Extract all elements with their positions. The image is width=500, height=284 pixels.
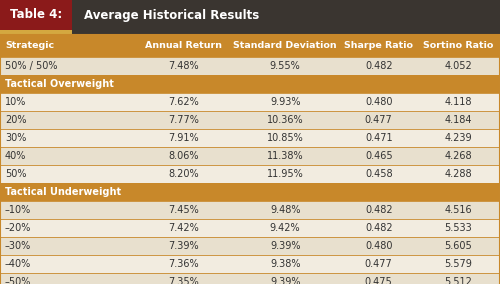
Bar — [0, 147, 500, 165]
Bar — [0, 237, 500, 255]
Text: 0.465: 0.465 — [365, 151, 392, 161]
Text: 0.475: 0.475 — [365, 277, 392, 284]
Text: –50%: –50% — [5, 277, 32, 284]
Text: 5.512: 5.512 — [444, 277, 472, 284]
Bar — [0, 129, 500, 147]
Text: Standard Deviation: Standard Deviation — [234, 41, 337, 51]
Text: 7.77%: 7.77% — [168, 115, 199, 125]
Text: 0.458: 0.458 — [365, 169, 392, 179]
Text: 5.533: 5.533 — [444, 223, 472, 233]
Bar — [0, 255, 500, 273]
Text: 7.45%: 7.45% — [168, 205, 198, 215]
Text: 0.482: 0.482 — [365, 61, 392, 71]
Text: 20%: 20% — [5, 115, 26, 125]
Text: 0.477: 0.477 — [365, 115, 392, 125]
Text: 7.62%: 7.62% — [168, 97, 198, 107]
Text: Tactical Overweight: Tactical Overweight — [5, 79, 114, 89]
Text: –30%: –30% — [5, 241, 31, 251]
Text: –10%: –10% — [5, 205, 31, 215]
Text: 4.052: 4.052 — [444, 61, 472, 71]
Text: 7.42%: 7.42% — [168, 223, 198, 233]
Text: 4.184: 4.184 — [444, 115, 472, 125]
Text: 4.288: 4.288 — [444, 169, 472, 179]
Text: 7.35%: 7.35% — [168, 277, 198, 284]
Bar — [0, 35, 500, 57]
Text: 50% / 50%: 50% / 50% — [5, 61, 58, 71]
Text: 4.239: 4.239 — [444, 133, 472, 143]
Text: Average Historical Results: Average Historical Results — [84, 9, 259, 22]
Text: 11.95%: 11.95% — [267, 169, 304, 179]
Bar — [0, 30, 72, 35]
Text: 7.36%: 7.36% — [168, 259, 198, 269]
Text: 8.06%: 8.06% — [168, 151, 198, 161]
Bar — [0, 219, 500, 237]
Text: 0.482: 0.482 — [365, 205, 392, 215]
Text: Table 4:: Table 4: — [10, 9, 62, 22]
Text: 4.268: 4.268 — [444, 151, 472, 161]
Bar — [0, 201, 500, 219]
Bar — [0, 93, 500, 111]
Text: 11.38%: 11.38% — [267, 151, 304, 161]
Text: 30%: 30% — [5, 133, 26, 143]
Text: 10.36%: 10.36% — [267, 115, 304, 125]
Text: 0.482: 0.482 — [365, 223, 392, 233]
Text: 50%: 50% — [5, 169, 26, 179]
Text: 4.118: 4.118 — [444, 97, 472, 107]
Text: Strategic: Strategic — [5, 41, 54, 51]
Bar — [0, 111, 500, 129]
Text: 10.85%: 10.85% — [267, 133, 304, 143]
Text: Sortino Ratio: Sortino Ratio — [423, 41, 494, 51]
Bar — [0, 57, 500, 75]
Text: Sharpe Ratio: Sharpe Ratio — [344, 41, 413, 51]
Text: 5.605: 5.605 — [444, 241, 472, 251]
Text: 9.42%: 9.42% — [270, 223, 300, 233]
Text: Annual Return: Annual Return — [145, 41, 222, 51]
Bar — [0, 0, 500, 30]
Text: 8.20%: 8.20% — [168, 169, 198, 179]
Text: 5.579: 5.579 — [444, 259, 472, 269]
Text: 7.91%: 7.91% — [168, 133, 198, 143]
Bar — [0, 0, 72, 30]
Bar — [0, 75, 500, 93]
Text: 7.48%: 7.48% — [168, 61, 198, 71]
Text: 10%: 10% — [5, 97, 26, 107]
Text: 0.471: 0.471 — [365, 133, 392, 143]
Text: 0.480: 0.480 — [365, 241, 392, 251]
Text: Tactical Underweight: Tactical Underweight — [5, 187, 121, 197]
Text: 0.477: 0.477 — [365, 259, 392, 269]
Bar — [0, 183, 500, 201]
Text: –20%: –20% — [5, 223, 32, 233]
Text: 7.39%: 7.39% — [168, 241, 198, 251]
Text: 9.55%: 9.55% — [270, 61, 300, 71]
Text: 9.39%: 9.39% — [270, 241, 300, 251]
Text: 9.48%: 9.48% — [270, 205, 300, 215]
Text: 4.516: 4.516 — [444, 205, 472, 215]
Bar — [0, 273, 500, 284]
Bar — [0, 165, 500, 183]
Text: 9.39%: 9.39% — [270, 277, 300, 284]
Text: 9.93%: 9.93% — [270, 97, 300, 107]
Text: –40%: –40% — [5, 259, 31, 269]
Text: 40%: 40% — [5, 151, 26, 161]
Text: 0.480: 0.480 — [365, 97, 392, 107]
Text: 9.38%: 9.38% — [270, 259, 300, 269]
